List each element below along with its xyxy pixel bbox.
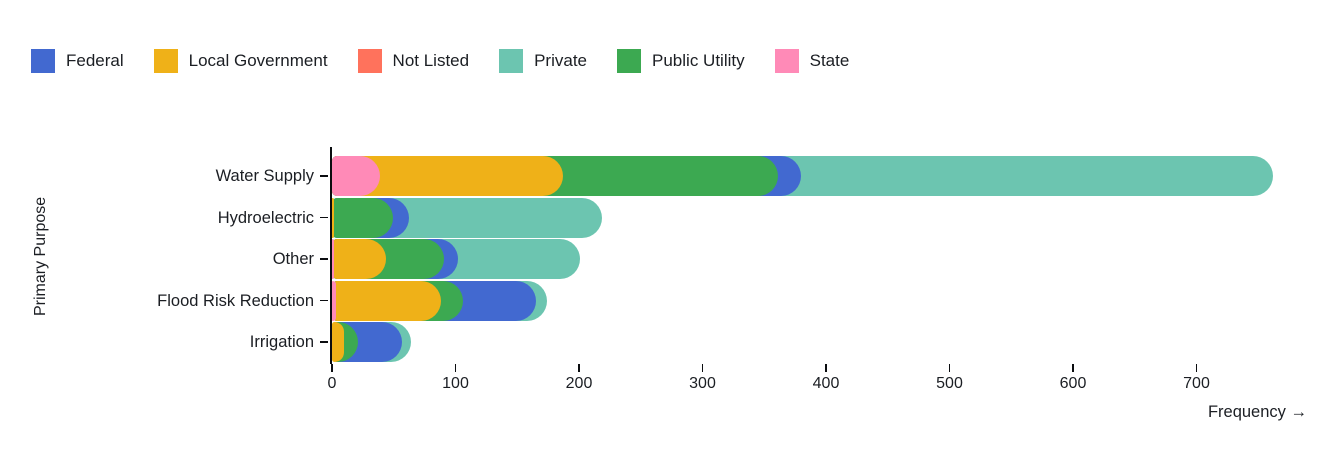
legend-item: Private — [499, 49, 587, 73]
x-tick-label: 700 — [1183, 375, 1210, 392]
legend: Federal Local Government Not Listed Private… — [31, 49, 849, 73]
legend-label: Federal — [66, 51, 124, 70]
x-axis-title: Frequency → — [1207, 403, 1307, 421]
legend-swatch-icon — [499, 49, 524, 73]
x-tick-label: 0 — [327, 375, 337, 392]
x-tick-label: 600 — [1059, 375, 1087, 392]
category-label: Hydroelectric — [217, 208, 314, 227]
x-tick-mark — [578, 364, 580, 372]
legend-item: Not Listed — [357, 49, 470, 73]
legend-item: Local Government — [153, 49, 328, 73]
bar-state — [332, 156, 381, 196]
bar-local-government — [332, 322, 345, 362]
legend-item: Federal — [31, 49, 124, 73]
x-tick-mark — [701, 364, 704, 372]
category-label: Water Supply — [215, 167, 314, 185]
category-tick-mark — [320, 341, 328, 343]
legend-swatch-icon — [617, 49, 642, 73]
x-tick-label: 400 — [812, 375, 840, 392]
x-tick-label: 200 — [565, 375, 593, 392]
legend-swatch-icon — [31, 49, 55, 73]
x-tick-mark — [1072, 364, 1074, 372]
legend-label: Public Utility — [652, 51, 745, 70]
category-tick-mark — [320, 299, 328, 302]
bar-state — [332, 280, 336, 321]
x-tick-label: 500 — [936, 375, 963, 392]
legend-label: Local Government — [188, 51, 328, 70]
bar-local-government — [332, 197, 335, 238]
bar-local-government — [332, 280, 441, 321]
bar-public-utility — [332, 197, 393, 238]
x-tick-mark — [331, 364, 333, 372]
x-tick-mark — [1195, 364, 1198, 372]
category-label: Flood Risk Reduction — [157, 291, 314, 310]
x-tick-label: 100 — [442, 375, 469, 392]
bar-local-government — [332, 239, 387, 279]
x-tick-mark — [825, 364, 827, 372]
category-tick-mark — [320, 216, 328, 219]
category-tick-mark — [320, 175, 328, 177]
legend-label: Not Listed — [392, 51, 470, 70]
bar-state — [332, 239, 335, 279]
legend-label: State — [809, 51, 850, 70]
legend-item: State — [774, 49, 850, 73]
x-tick-label: 300 — [689, 375, 716, 392]
legend-swatch-icon — [774, 49, 799, 73]
legend-swatch-icon — [357, 49, 382, 73]
category-label: Other — [272, 250, 314, 268]
x-tick-mark — [948, 364, 951, 372]
x-tick-mark — [454, 364, 457, 372]
legend-label: Private — [534, 51, 588, 70]
legend-item: Public Utility — [617, 49, 745, 73]
category-label: Irrigation — [249, 333, 314, 351]
legend-swatch-icon — [153, 49, 178, 73]
category-tick-mark — [320, 258, 328, 260]
y-axis-line — [330, 147, 332, 364]
